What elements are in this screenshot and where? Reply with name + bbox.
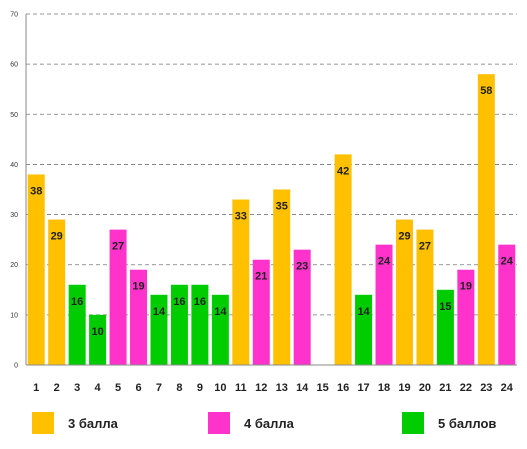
data-label-16: 42 (337, 165, 349, 177)
data-label-5: 27 (112, 241, 124, 253)
legend-label-3: 3 балла (68, 415, 118, 431)
data-label-18: 24 (378, 256, 391, 268)
data-labels: 38 29 16 10 27 19 14 16 16 14 33 21 35 23 42 14 24 29 27 15… (30, 85, 514, 338)
legend-item-5: 5 баллов (402, 410, 496, 436)
gridlines (26, 13, 517, 316)
bar-5 (109, 229, 127, 365)
x-tick-label-7: 7 (156, 382, 162, 394)
y-tick-label-10: 10 (10, 312, 18, 319)
x-tick-label-21: 21 (439, 382, 451, 394)
legend-item-4: 4 балла (208, 410, 294, 436)
legend-label-4: 4 балла (244, 415, 294, 431)
data-label-21: 15 (439, 301, 451, 313)
data-label-4: 10 (91, 326, 103, 338)
data-label-6: 19 (132, 281, 144, 293)
bar-11 (232, 199, 250, 365)
bar-18 (375, 244, 393, 365)
x-tick-label-9: 9 (197, 382, 203, 394)
x-tick-label-1: 1 (33, 382, 39, 394)
data-label-9: 16 (194, 296, 206, 308)
legend-swatch-3 (32, 412, 54, 434)
x-tick-label-22: 22 (460, 382, 472, 394)
x-tick-label-5: 5 (115, 382, 121, 394)
y-tick-label-40: 40 (10, 162, 18, 169)
x-axis-ticks: 1 2 3 4 5 6 7 8 9 10 11 12 13 14 15 16 17 18 19 20 21 22 23 24 (33, 382, 514, 394)
x-tick-label-14: 14 (296, 382, 309, 394)
bar-24 (498, 244, 516, 365)
bar-1 (27, 174, 45, 365)
bar-23 (477, 74, 495, 366)
data-label-13: 35 (276, 201, 288, 213)
y-tick-label-30: 30 (10, 212, 18, 219)
bar-8 (170, 284, 188, 365)
data-label-1: 38 (30, 185, 42, 197)
bar-21 (436, 289, 454, 365)
y-tick-label-70: 70 (10, 12, 18, 19)
bar-22 (457, 269, 475, 365)
bar-4 (89, 314, 107, 365)
x-tick-label-12: 12 (255, 382, 267, 394)
bar-12 (252, 259, 270, 365)
bar-20 (416, 229, 434, 365)
data-label-22: 19 (460, 281, 472, 293)
legend-swatch-4 (208, 412, 230, 434)
bar-3 (68, 284, 86, 365)
data-label-12: 21 (255, 271, 267, 283)
x-tick-label-11: 11 (235, 382, 247, 394)
legend-item-3: 3 балла (32, 410, 118, 436)
data-label-23: 58 (480, 85, 492, 97)
bar-10 (211, 294, 229, 365)
x-tick-label-23: 23 (480, 382, 492, 394)
data-label-7: 14 (153, 306, 166, 318)
data-label-2: 29 (51, 231, 63, 243)
y-tick-label-60: 60 (10, 62, 18, 69)
data-label-11: 33 (235, 211, 247, 223)
legend-swatch-5 (402, 412, 424, 434)
x-tick-label-19: 19 (398, 382, 410, 394)
x-tick-label-15: 15 (317, 382, 329, 394)
y-tick-label-20: 20 (10, 262, 18, 269)
y-axis-ticks: 0 10 20 30 40 50 60 70 (10, 12, 18, 370)
bar-13 (273, 189, 291, 365)
bar-7 (150, 294, 168, 365)
legend-label-5: 5 баллов (438, 415, 497, 431)
bar-17 (355, 294, 373, 365)
x-tick-label-13: 13 (276, 382, 288, 394)
data-label-24: 24 (501, 256, 514, 268)
data-label-20: 27 (419, 241, 431, 253)
bar-9 (191, 284, 209, 365)
bars (27, 74, 516, 366)
x-tick-label-17: 17 (357, 382, 369, 394)
x-tick-label-3: 3 (74, 382, 80, 394)
data-label-3: 16 (71, 296, 83, 308)
x-tick-label-8: 8 (176, 382, 182, 394)
data-label-14: 23 (296, 261, 308, 273)
data-label-8: 16 (173, 296, 185, 308)
y-tick-label-50: 50 (10, 112, 18, 119)
x-tick-label-2: 2 (54, 382, 60, 394)
x-tick-label-20: 20 (419, 382, 431, 394)
x-tick-label-18: 18 (378, 382, 390, 394)
x-tick-label-10: 10 (214, 382, 226, 394)
x-tick-label-6: 6 (135, 382, 141, 394)
data-label-17: 14 (357, 306, 370, 318)
y-tick-label-0: 0 (14, 363, 18, 370)
data-label-10: 14 (214, 306, 227, 318)
bar-6 (130, 269, 148, 365)
x-tick-label-4: 4 (95, 382, 102, 394)
data-label-19: 29 (398, 231, 410, 243)
bar-2 (48, 219, 66, 365)
bar-14 (293, 249, 311, 365)
x-tick-label-24: 24 (501, 382, 514, 394)
x-tick-label-16: 16 (337, 382, 349, 394)
bar-16 (334, 154, 352, 365)
bar-19 (395, 219, 413, 365)
